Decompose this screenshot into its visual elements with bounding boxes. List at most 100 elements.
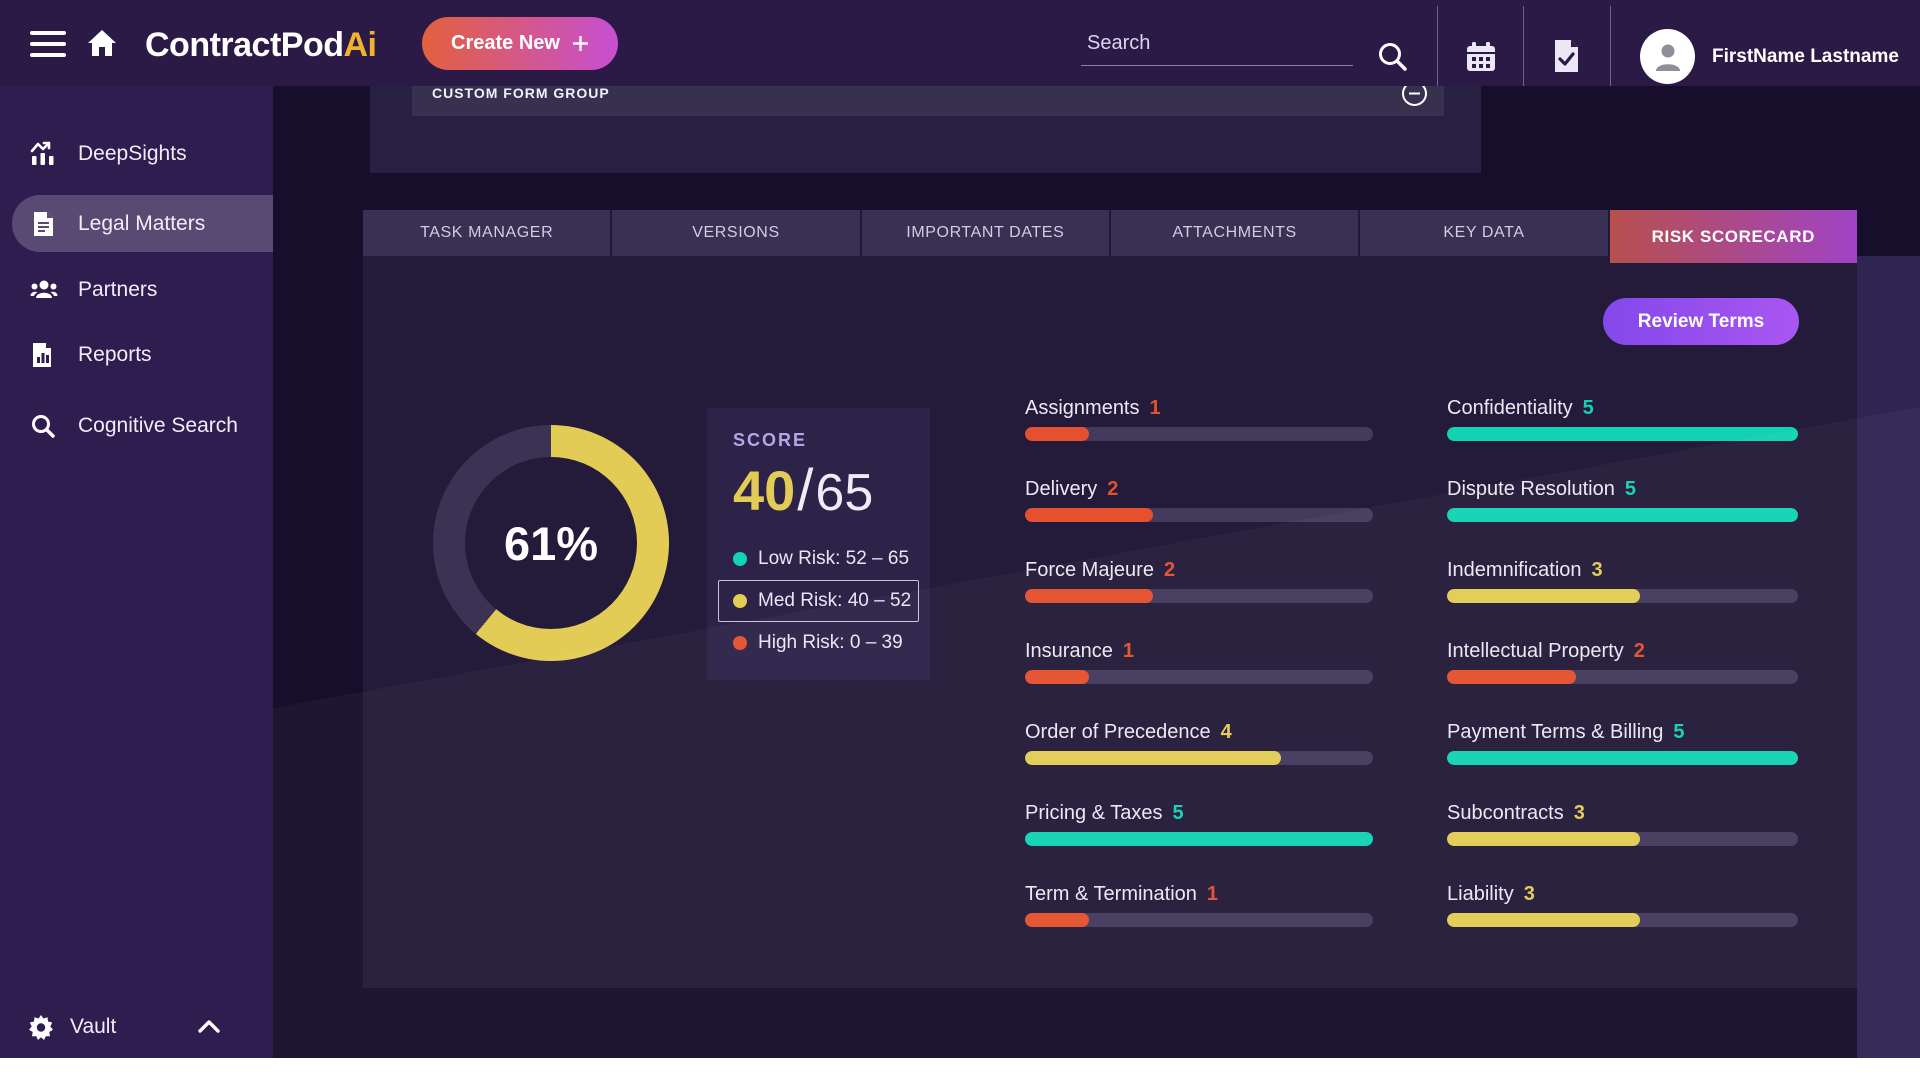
legend-row-high: High Risk: 0 – 39 (733, 622, 919, 664)
med-risk-label: Med Risk: 40 – 52 (758, 590, 912, 611)
risk-bar-fill (1447, 589, 1641, 603)
risk-item-label: Subcontracts 3 (1447, 802, 1585, 824)
risk-item-label: Payment Terms & Billing 5 (1447, 721, 1685, 743)
sidebar-item-cognitive-search[interactable]: Cognitive Search (0, 399, 273, 453)
top-nav-bar: ContractPodAi Create New FirstName Lastn… (0, 0, 1920, 86)
bottom-strip (0, 1058, 1920, 1080)
document-check-icon[interactable] (1551, 39, 1581, 73)
risk-bar-track (1447, 751, 1798, 765)
search-icon[interactable] (1376, 40, 1409, 73)
search-input[interactable] (1081, 32, 1353, 66)
tab-key-data[interactable]: KEY DATA (1360, 210, 1610, 256)
create-new-button[interactable]: Create New (422, 17, 618, 70)
risk-item-row: Indemnification 3 (1447, 553, 1798, 634)
review-terms-button[interactable]: Review Terms (1603, 298, 1799, 345)
risk-bar-fill (1447, 832, 1641, 846)
risk-item-score: 3 (1523, 883, 1535, 905)
risk-bar-track (1025, 751, 1373, 765)
risk-item-label: Indemnification 3 (1447, 559, 1603, 581)
brand-logo: ContractPodAi (145, 26, 377, 64)
risk-item-row: Assignments 1 (1025, 391, 1373, 472)
high-risk-label: High Risk: 0 – 39 (758, 632, 903, 653)
home-icon[interactable] (86, 27, 118, 59)
risk-item-score: 5 (1582, 397, 1594, 419)
risk-bar-track (1025, 832, 1373, 846)
risk-column-left: Assignments 1 Delivery 2 Force Majeure 2 Insur… (1025, 391, 1373, 958)
risk-bar-track (1025, 589, 1373, 603)
sidebar-item-label: Cognitive Search (78, 414, 238, 437)
risk-bar-fill (1447, 427, 1798, 441)
hamburger-menu-icon[interactable] (30, 31, 66, 57)
risk-item-row: Order of Precedence 4 (1025, 715, 1373, 796)
risk-item-score: 2 (1633, 640, 1645, 662)
risk-item-row: Insurance 1 (1025, 634, 1373, 715)
risk-bar-track (1447, 427, 1798, 441)
sidebar-item-legal-matters[interactable]: Legal Matters (12, 195, 273, 252)
search-icon (30, 413, 56, 439)
risk-bar-track (1447, 913, 1798, 927)
risk-scorecard-panel: Review Terms 61% SCORE 40/65 Low Risk: 5… (363, 256, 1857, 988)
gear-icon (28, 1014, 54, 1040)
tab-task-manager[interactable]: TASK MANAGER (363, 210, 613, 256)
risk-item-score: 4 (1220, 721, 1232, 743)
risk-bar-fill (1025, 832, 1373, 846)
user-name: FirstName Lastname (1712, 46, 1899, 67)
people-icon (30, 277, 58, 303)
donut-percent-label: 61% (503, 516, 599, 570)
score-heading: SCORE (733, 430, 808, 450)
risk-item-row: Intellectual Property 2 (1447, 634, 1798, 715)
risk-item-score: 2 (1107, 478, 1119, 500)
risk-item-row: Confidentiality 5 (1447, 391, 1798, 472)
risk-bar-fill (1447, 751, 1798, 765)
sidebar-item-deepsights[interactable]: DeepSights (0, 127, 273, 181)
sidebar-item-label: Vault (70, 1015, 117, 1038)
custom-form-group-title: CUSTOM FORM GROUP (432, 85, 610, 101)
risk-bar-fill (1447, 670, 1576, 684)
tab-attachments[interactable]: ATTACHMENTS (1110, 210, 1361, 256)
risk-item-score: 5 (1624, 478, 1636, 500)
sidebar-item-label: Partners (78, 278, 158, 301)
page-background-band (1857, 256, 1920, 1058)
tab-important-dates[interactable]: IMPORTANT DATES (861, 210, 1111, 256)
risk-bar-fill (1025, 670, 1090, 684)
sidebar-item-vault[interactable]: Vault (0, 1000, 273, 1054)
risk-bar-fill (1025, 913, 1090, 927)
detail-tabs: TASK MANAGER VERSIONS IMPORTANT DATES AT… (363, 210, 1857, 263)
sidebar-item-label: DeepSights (78, 142, 187, 165)
risk-item-score: 5 (1673, 721, 1685, 743)
risk-range-legend: Low Risk: 52 – 65 Med Risk: 40 – 52 High… (718, 538, 919, 664)
risk-bar-fill (1447, 913, 1641, 927)
risk-bar-fill (1025, 751, 1281, 765)
risk-item-label: Liability 3 (1447, 883, 1535, 905)
calendar-icon[interactable] (1464, 40, 1498, 74)
risk-bar-fill (1447, 508, 1798, 522)
risk-column-right: Confidentiality 5 Dispute Resolution 5 Indem… (1447, 391, 1798, 958)
sidebar: DeepSights Legal Matters Partners Report… (0, 86, 273, 1058)
chevron-up-icon[interactable] (196, 1014, 222, 1040)
sidebar-item-partners[interactable]: Partners (0, 263, 273, 317)
avatar[interactable] (1640, 29, 1695, 84)
donut-chart: 61% (433, 425, 669, 661)
risk-item-score: 3 (1573, 802, 1585, 824)
risk-item-label: Confidentiality 5 (1447, 397, 1594, 419)
risk-item-score: 1 (1206, 883, 1219, 905)
sidebar-item-label: Reports (78, 343, 152, 366)
report-icon (30, 342, 56, 368)
risk-item-row: Payment Terms & Billing 5 (1447, 715, 1798, 796)
risk-bar-track (1025, 913, 1373, 927)
person-icon (1655, 44, 1680, 71)
risk-item-score: 1 (1122, 640, 1134, 662)
tab-risk-scorecard[interactable]: RISK SCORECARD (1609, 210, 1857, 263)
sidebar-item-reports[interactable]: Reports (0, 328, 273, 382)
document-icon (30, 211, 56, 237)
risk-item-label: Insurance 1 (1025, 640, 1134, 662)
tab-versions[interactable]: VERSIONS (612, 210, 862, 256)
risk-item-score: 3 (1591, 559, 1603, 581)
risk-bar-track (1025, 508, 1373, 522)
risk-item-score: 5 (1172, 802, 1184, 824)
risk-item-label: Assignments 1 (1025, 397, 1161, 419)
high-risk-dot (733, 636, 747, 650)
risk-item-label: Intellectual Property 2 (1447, 640, 1645, 662)
score-separator: / (797, 458, 814, 523)
